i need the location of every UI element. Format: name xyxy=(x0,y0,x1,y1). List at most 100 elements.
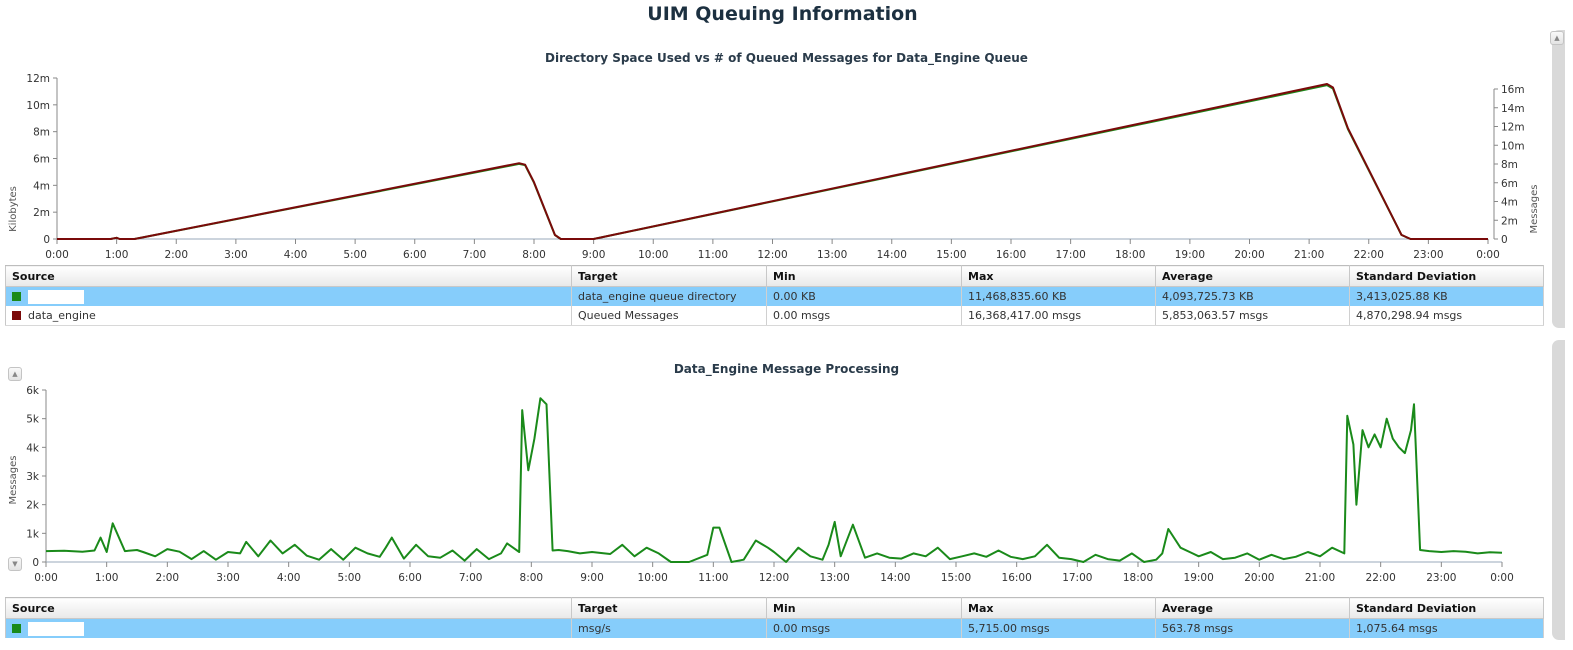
min-cell: 0.00 msgs xyxy=(766,306,962,326)
max-cell: 16,368,417.00 msgs xyxy=(961,306,1156,326)
y-tick-label: 0 xyxy=(32,557,39,569)
source-cell: data_engine xyxy=(5,306,572,326)
y-tick-label: 6k xyxy=(26,385,40,397)
average-cell: 4,093,725.73 KB xyxy=(1155,286,1350,306)
col-header-average[interactable]: Average xyxy=(1155,597,1350,619)
chart1-stats-table: Source Target Min Max Average Standard D… xyxy=(5,265,1544,326)
y-tick-label: 0 xyxy=(43,234,50,246)
col-header-max[interactable]: Max xyxy=(961,265,1156,287)
col-header-average[interactable]: Average xyxy=(1155,265,1350,287)
x-tick-label: 18:00 xyxy=(1123,572,1153,584)
x-tick-label: 22:00 xyxy=(1354,249,1384,261)
y-tick-label: 4m xyxy=(33,180,50,192)
col-header-max[interactable]: Max xyxy=(961,597,1156,619)
max-cell: 5,715.00 msgs xyxy=(961,618,1156,638)
col-header-std[interactable]: Standard Deviation xyxy=(1349,265,1544,287)
x-tick-label: 23:00 xyxy=(1413,249,1443,261)
col-header-source[interactable]: Source xyxy=(5,265,572,287)
chart2-table-header: Source Target Min Max Average Standard D… xyxy=(5,597,1544,619)
x-tick-label: 19:00 xyxy=(1175,249,1205,261)
series-line-msg-rate xyxy=(45,397,1503,563)
y-tick-label: 10m xyxy=(26,100,50,112)
target-cell: data_engine queue directory xyxy=(571,286,767,306)
scroll-up-icon[interactable]: ▲ xyxy=(1550,31,1564,45)
x-tick-label: 15:00 xyxy=(941,572,971,584)
y-right-tick-label: 0 xyxy=(1501,234,1508,246)
y-tick-label: 4k xyxy=(26,442,40,454)
x-tick-label: 22:00 xyxy=(1366,572,1396,584)
x-tick-label: 2:00 xyxy=(156,572,180,584)
x-tick-label: 3:00 xyxy=(224,249,248,261)
min-cell: 0.00 KB xyxy=(766,286,962,306)
x-tick-label: 2:00 xyxy=(164,249,188,261)
x-tick-label: 7:00 xyxy=(463,249,487,261)
x-tick-label: 16:00 xyxy=(1002,572,1032,584)
chart2-y-label: Messages xyxy=(8,455,19,504)
x-tick-label: 3:00 xyxy=(216,572,240,584)
source-cell xyxy=(5,618,572,638)
x-tick-label: 8:00 xyxy=(520,572,544,584)
x-tick-label: 1:00 xyxy=(95,572,119,584)
x-tick-label: 15:00 xyxy=(936,249,966,261)
col-header-min[interactable]: Min xyxy=(766,265,962,287)
y-tick-label: 2k xyxy=(26,500,40,512)
scroll-down-icon[interactable]: ▼ xyxy=(8,557,22,571)
x-tick-label: 0:00 xyxy=(1476,249,1500,261)
std-cell: 1,075.64 msgs xyxy=(1349,618,1544,638)
scroll-up-icon[interactable]: ▲ xyxy=(8,367,22,381)
y-right-tick-label: 14m xyxy=(1501,103,1525,115)
x-tick-label: 4:00 xyxy=(277,572,301,584)
x-tick-label: 1:00 xyxy=(105,249,129,261)
chart1-title: Directory Space Used vs # of Queued Mess… xyxy=(545,51,1028,65)
x-tick-label: 13:00 xyxy=(820,572,850,584)
col-header-source[interactable]: Source xyxy=(5,597,572,619)
x-tick-label: 17:00 xyxy=(1055,249,1085,261)
table-row[interactable]: data_engine queue directory 0.00 KB 11,4… xyxy=(5,286,1544,306)
y-right-tick-label: 8m xyxy=(1501,159,1518,171)
chart1-plot: Kilobytes Messages 0:00 1:00 2:00 3:00 4:00 5… xyxy=(8,73,1540,261)
series-color-swatch xyxy=(12,291,21,301)
table-row[interactable]: msg/s 0.00 msgs 5,715.00 msgs 563.78 msg… xyxy=(5,618,1544,638)
y-tick-label: 8m xyxy=(33,127,50,139)
x-tick-label: 8:00 xyxy=(522,249,546,261)
x-tick-label: 10:00 xyxy=(638,249,668,261)
col-header-target[interactable]: Target xyxy=(571,597,767,619)
x-tick-label: 11:00 xyxy=(698,572,728,584)
x-tick-label: 19:00 xyxy=(1184,572,1214,584)
col-header-target[interactable]: Target xyxy=(571,265,767,287)
x-tick-label: 9:00 xyxy=(580,572,604,584)
x-tick-label: 14:00 xyxy=(880,572,910,584)
col-header-min[interactable]: Min xyxy=(766,597,962,619)
y-right-tick-label: 6m xyxy=(1501,178,1518,190)
panel1-scrollbar[interactable] xyxy=(1552,30,1565,328)
y-tick-label: 6m xyxy=(33,154,50,166)
target-cell: msg/s xyxy=(571,618,767,638)
chart2-stats-table: Source Target Min Max Average Standard D… xyxy=(5,597,1544,638)
x-tick-label: 0:00 xyxy=(34,572,58,584)
x-tick-label: 14:00 xyxy=(877,249,907,261)
y-right-tick-label: 16m xyxy=(1501,84,1525,96)
chart1-y-right-label: Messages xyxy=(1529,184,1540,233)
average-cell: 5,853,063.57 msgs xyxy=(1155,306,1350,326)
x-tick-label: 23:00 xyxy=(1426,572,1456,584)
y-tick-label: 2m xyxy=(33,207,50,219)
x-tick-label: 5:00 xyxy=(343,249,367,261)
col-header-std[interactable]: Standard Deviation xyxy=(1349,597,1544,619)
x-tick-label: 18:00 xyxy=(1115,249,1145,261)
x-tick-label: 12:00 xyxy=(759,572,789,584)
chart1-table-header: Source Target Min Max Average Standard D… xyxy=(5,265,1544,287)
x-tick-label: 20:00 xyxy=(1244,572,1274,584)
target-cell: Queued Messages xyxy=(571,306,767,326)
x-tick-label: 5:00 xyxy=(338,572,362,584)
chart1-y-left-label: Kilobytes xyxy=(8,186,19,232)
y-tick-label: 3k xyxy=(26,471,40,483)
max-cell: 11,468,835.60 KB xyxy=(961,286,1156,306)
panel2-scrollbar[interactable] xyxy=(1552,340,1565,640)
page-title: UIM Queuing Information xyxy=(647,3,918,25)
x-tick-label: 21:00 xyxy=(1294,249,1324,261)
x-tick-label: 16:00 xyxy=(996,249,1026,261)
table-row[interactable]: data_engine Queued Messages 0.00 msgs 16… xyxy=(5,306,1544,326)
y-tick-label: 5k xyxy=(26,414,40,426)
chart2-title: Data_Engine Message Processing xyxy=(673,362,900,376)
min-cell: 0.00 msgs xyxy=(766,618,962,638)
